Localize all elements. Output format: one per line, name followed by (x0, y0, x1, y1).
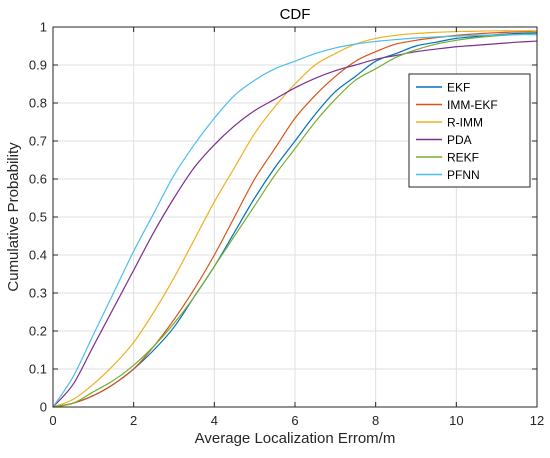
x-tick-label: 12 (530, 413, 544, 428)
y-tick-label: 0.5 (29, 210, 47, 225)
y-tick-label: 0.3 (29, 286, 47, 301)
y-tick-label: 0 (40, 400, 47, 415)
y-tick-label: 0.8 (29, 96, 47, 111)
y-tick-label: 0.1 (29, 362, 47, 377)
x-tick-label: 0 (49, 413, 56, 428)
legend-label-pfnn: PFNN (447, 168, 480, 182)
axes-box (52, 26, 538, 408)
series-line-pda (52, 40, 538, 408)
y-tick-label: 0.4 (29, 248, 47, 263)
series-line-rekf (52, 33, 538, 408)
x-tick-label: 6 (291, 413, 298, 428)
axes (52, 26, 538, 408)
y-tick-label: 0.6 (29, 172, 47, 187)
x-tick-label: 8 (372, 413, 379, 428)
chart-title: CDF (280, 6, 311, 23)
y-tick-label: 1 (40, 20, 47, 35)
y-tick-label: 0.9 (29, 58, 47, 73)
x-tick-label: 4 (211, 413, 218, 428)
legend-box (408, 73, 531, 188)
tick-labels: 0 2 4 6 8 10 12 0 0.1 0.2 0.3 0.4 0.5 0.6 0.7 0.8 0.9 1 (29, 20, 544, 429)
legend-label-r-imm: R-IMM (447, 116, 483, 130)
y-axis-title: Cumulative Probability (5, 142, 22, 292)
legend-label-rekf: REKF (447, 151, 479, 165)
x-axis-title: Average Localization Errom/m (195, 430, 396, 447)
legend-label-pda: PDA (447, 133, 472, 147)
y-tick-label: 0.7 (29, 134, 47, 149)
x-tick-label: 2 (130, 413, 137, 428)
legend-label-imm-ekf: IMM-EKF (447, 98, 498, 112)
x-tick-label: 10 (449, 413, 463, 428)
y-tick-label: 0.2 (29, 324, 47, 339)
series-line-imm-ekf (52, 30, 538, 408)
legend-label-ekf: EKF (447, 81, 470, 95)
series-line-pfnn (52, 33, 538, 408)
legend: EKF IMM-EKF R-IMM PDA REKF PFNN (408, 73, 531, 188)
